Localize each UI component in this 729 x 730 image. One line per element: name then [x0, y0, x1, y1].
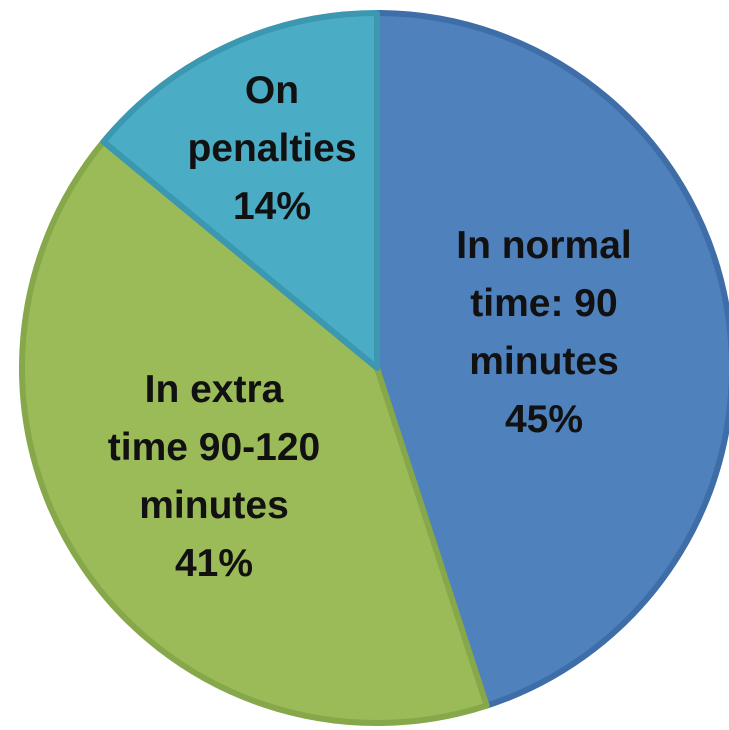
slice-label-1: In normal time: 90 minutes 45% — [456, 224, 632, 441]
slice-category-label-line: In normal — [456, 224, 632, 267]
slice-category-label-line: On — [245, 69, 299, 112]
slice-category-label-line: minutes — [469, 340, 619, 383]
slice-label-2: In extra time 90-120 minutes 41% — [108, 368, 320, 585]
pie-slice-1 — [374, 10, 729, 709]
slice-percent-label: 14% — [233, 185, 311, 228]
slice-category-label-line: time 90-120 — [108, 426, 320, 469]
slice-percent-label: 41% — [175, 542, 253, 585]
slice-category-label-line: minutes — [139, 484, 289, 527]
slice-category-label-line: penalties — [187, 127, 356, 170]
pie-labels: In normal time: 90 minutes 45% In extra time … — [108, 69, 632, 585]
slice-category-label-line: time: 90 — [470, 282, 617, 325]
pie-slice-2 — [19, 138, 490, 726]
slice-category-label-line: In extra — [145, 368, 284, 411]
slice-label-3: On penalties 14% — [187, 69, 356, 228]
slice-percent-label: 45% — [505, 398, 583, 441]
pie-slices — [19, 10, 729, 726]
pie-slice-3 — [100, 10, 380, 371]
